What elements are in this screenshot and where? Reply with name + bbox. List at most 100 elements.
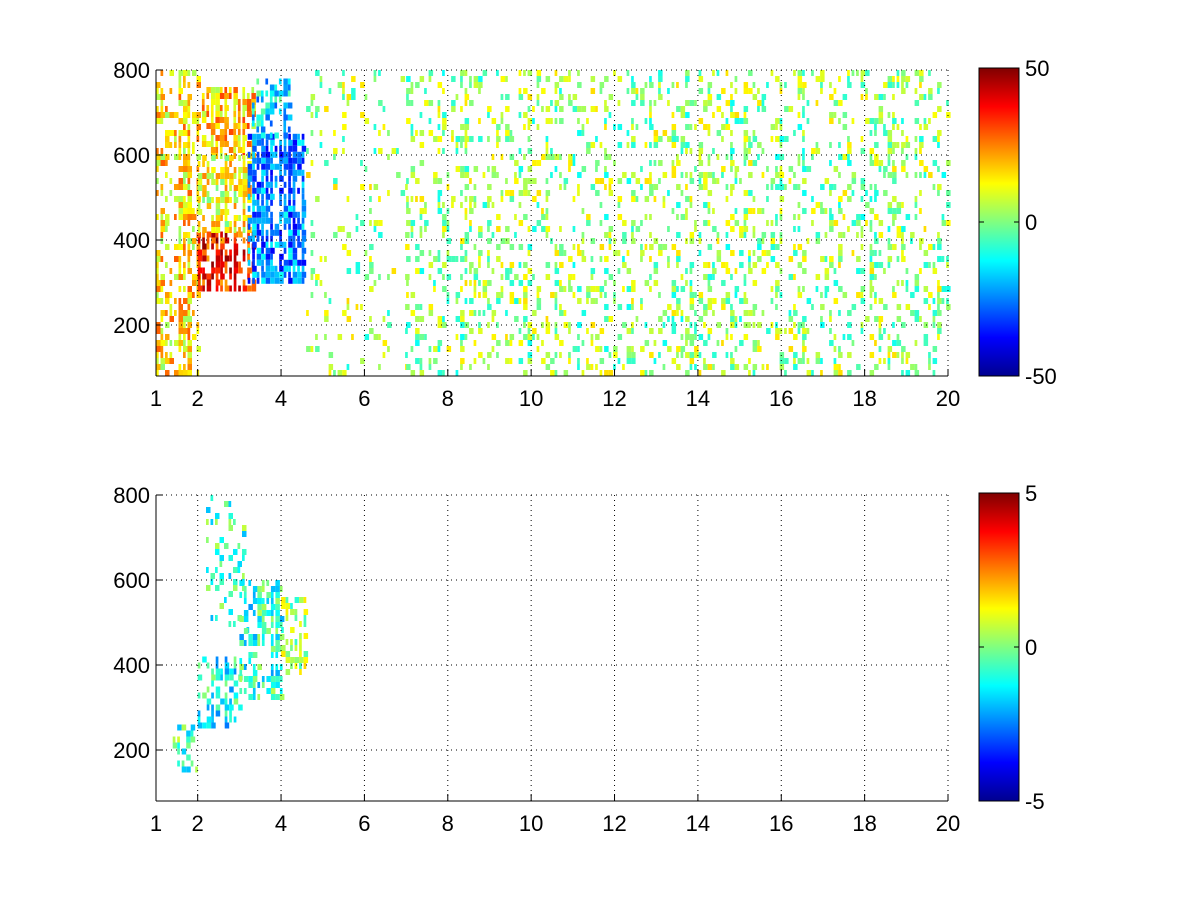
heatmap-cell: [288, 217, 291, 224]
heatmap-cell: [442, 274, 445, 280]
heatmap-cell: [604, 280, 607, 286]
heatmap-cell: [838, 250, 843, 256]
heatmap-cell: [279, 229, 282, 236]
heatmap-cell: [937, 184, 942, 190]
heatmap-cell: [178, 364, 182, 370]
heatmap-cell: [743, 364, 749, 370]
heatmap-cell: [328, 298, 332, 304]
heatmap-cell: [220, 668, 223, 675]
heatmap-cell: [788, 256, 794, 262]
heatmap-cell: [237, 111, 241, 117]
heatmap-cell: [215, 615, 218, 621]
heatmap-cell: [288, 133, 291, 140]
heatmap-cell: [433, 136, 438, 142]
heatmap-cell: [631, 76, 634, 82]
heatmap-cell: [608, 232, 612, 238]
heatmap-cell: [514, 274, 519, 280]
heatmap-cell: [301, 235, 307, 242]
heatmap-cell: [415, 256, 420, 262]
heatmap-cell: [541, 214, 546, 220]
heatmap-cell: [165, 352, 168, 358]
heatmap-cell: [469, 262, 474, 268]
heatmap-cell: [721, 280, 726, 286]
heatmap-cell: [355, 268, 361, 274]
heatmap-cell: [730, 82, 733, 88]
heatmap-cell: [292, 133, 298, 140]
heatmap-cell: [653, 358, 657, 364]
heatmap-cell: [527, 268, 533, 274]
heatmap-cell: [287, 126, 291, 133]
heatmap-cell: [186, 754, 191, 761]
heatmap-cell: [187, 196, 192, 202]
heatmap-cell: [219, 153, 223, 159]
heatmap-cell: [860, 148, 866, 154]
heatmap-cell: [187, 154, 191, 160]
heatmap-cell: [748, 322, 751, 328]
heatmap-cell: [178, 184, 183, 190]
heatmap-cell: [874, 184, 877, 190]
heatmap-cell: [802, 178, 807, 184]
heatmap-cell: [559, 76, 564, 82]
heatmap-cell: [233, 698, 239, 705]
heatmap-cell: [797, 328, 801, 334]
heatmap-cell: [206, 279, 212, 286]
heatmap-cell: [901, 88, 906, 94]
heatmap-cell: [487, 112, 490, 118]
heatmap-cell: [190, 724, 196, 731]
heatmap-cell: [270, 235, 273, 242]
heatmap-cell: [333, 148, 338, 154]
heatmap-cell: [242, 155, 246, 161]
heatmap-cell: [197, 692, 201, 699]
heatmap-cell: [563, 76, 569, 82]
heatmap-cell: [451, 76, 456, 82]
heatmap-cell: [523, 154, 526, 160]
heatmap-cell: [680, 286, 686, 292]
heatmap-cell: [487, 226, 490, 232]
heatmap-cell: [617, 76, 623, 82]
heatmap-cell: [613, 160, 616, 166]
heatmap-cell: [239, 676, 243, 682]
heatmap-cell: [572, 262, 576, 268]
heatmap-cell: [243, 628, 249, 634]
heatmap-cell: [455, 94, 459, 100]
heatmap-cell: [160, 334, 164, 340]
heatmap-cell: [387, 190, 390, 196]
heatmap-cell: [604, 124, 607, 130]
heatmap-cell: [288, 163, 293, 170]
heatmap-cell: [473, 274, 479, 280]
heatmap-cell: [177, 724, 182, 731]
heatmap-cell: [415, 178, 420, 184]
heatmap-cell: [369, 184, 372, 190]
heatmap-cell: [797, 214, 801, 220]
heatmap-cell: [802, 268, 807, 274]
heatmap-cell: [156, 346, 161, 352]
heatmap-cell: [860, 286, 866, 292]
heatmap-cell: [937, 232, 940, 238]
heatmap-cell: [428, 274, 432, 280]
heatmap-cell: [460, 334, 465, 340]
heatmap-cell: [219, 573, 224, 579]
heatmap-cell: [653, 196, 657, 202]
heatmap-cell: [590, 322, 596, 328]
heatmap-cell: [545, 148, 549, 154]
heatmap-cell: [478, 328, 483, 334]
heatmap-cell: [658, 94, 663, 100]
heatmap-cell: [165, 136, 170, 142]
heatmap-cell: [874, 262, 879, 268]
heatmap-cell: [707, 304, 713, 310]
heatmap-cell: [883, 358, 886, 364]
heatmap-cell: [319, 130, 323, 136]
heatmap-cell: [937, 238, 942, 244]
heatmap-cell: [874, 154, 879, 160]
heatmap-cell: [156, 250, 161, 256]
heatmap-cell: [487, 166, 490, 172]
heatmap-cell: [156, 256, 161, 262]
heatmap-cell: [206, 179, 210, 185]
heatmap-cell: [730, 142, 733, 148]
heatmap-cell: [257, 604, 262, 610]
heatmap-cell: [279, 199, 282, 206]
heatmap-cell: [342, 148, 345, 154]
heatmap-cell: [242, 573, 245, 579]
heatmap-cell: [424, 220, 429, 226]
heatmap-cell: [287, 90, 291, 97]
